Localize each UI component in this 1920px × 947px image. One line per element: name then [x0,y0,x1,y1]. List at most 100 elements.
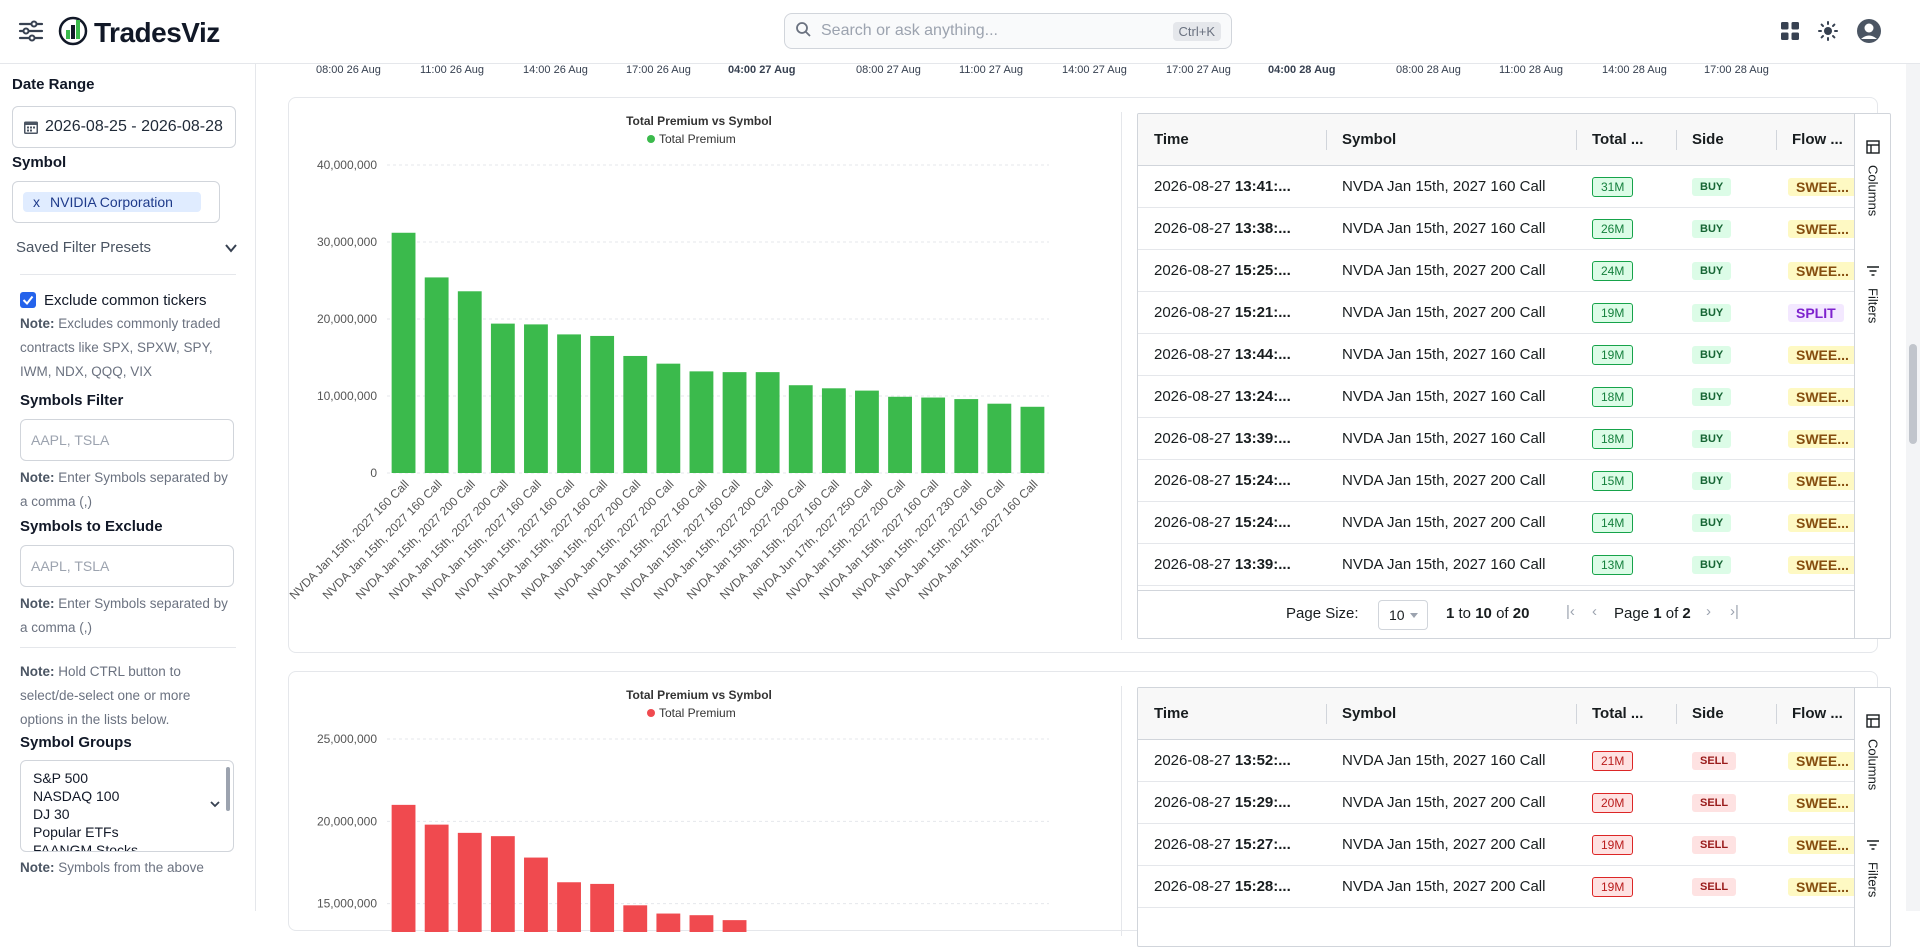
table-row[interactable]: 2026-08-27 13:41:... NVDA Jan 15th, 2027 … [1138,166,1856,208]
bar[interactable] [656,363,681,473]
next-page-icon[interactable]: › [1706,603,1711,620]
bar[interactable] [424,824,449,932]
bar[interactable] [954,399,979,473]
bar[interactable] [590,335,615,473]
bar[interactable] [821,388,846,473]
flow-table-sell: Time Symbol Total ... Side Flow ... 2026… [1137,687,1891,947]
page-size-select[interactable]: 10 [1378,600,1428,630]
table-row[interactable]: 2026-08-27 15:28:... NVDA Jan 15th, 2027 … [1138,866,1856,908]
filters-panel-button[interactable]: Filters [1855,264,1890,323]
bar[interactable] [722,920,747,932]
symbols-filter-label: Symbols Filter [20,392,124,409]
col-header-symbol[interactable]: Symbol [1342,705,1397,722]
prev-page-icon[interactable]: ‹ [1592,603,1597,620]
bar[interactable] [557,334,581,473]
bar[interactable] [1020,406,1045,473]
chip-remove-icon[interactable]: x [33,194,40,210]
table-row[interactable]: 2026-08-27 13:44:... NVDA Jan 15th, 2027 … [1138,334,1856,376]
bar[interactable] [490,836,515,932]
symbols-exclude-input[interactable]: AAPL, TSLA [20,545,234,587]
col-header-side[interactable]: Side [1692,131,1724,148]
date-range-input[interactable]: 2026-08-25 - 2026-08-28 [12,106,236,148]
apps-grid-icon[interactable] [1780,21,1800,46]
table-row[interactable]: 2026-08-27 15:21:... NVDA Jan 15th, 2027 … [1138,292,1854,334]
bar[interactable] [921,397,946,473]
search-box[interactable]: Search or ask anything... Ctrl+K [784,13,1232,49]
col-header-symbol[interactable]: Symbol [1342,131,1397,148]
table-row[interactable]: 2026-08-27 15:29:... NVDA Jan 15th, 2027 … [1138,782,1856,824]
symbol-select[interactable]: x NVIDIA Corporation [12,181,220,223]
flow-badge: SWEE... [1788,262,1856,281]
columns-panel-button[interactable]: Columns [1855,714,1890,791]
symbols-filter-input[interactable]: AAPL, TSLA [20,419,234,461]
list-scrollbar[interactable] [226,767,230,811]
col-header-flow[interactable]: Flow ... [1792,705,1843,722]
table-row[interactable]: 2026-08-27 15:27:... NVDA Jan 15th, 2027 … [1138,824,1856,866]
tool-panel: Columns Filters [1854,688,1890,946]
symbol-group-option[interactable]: S&P 500 [33,770,89,786]
table-row[interactable]: 2026-08-27 13:38:... NVDA Jan 15th, 2027 … [1138,208,1856,250]
chevron-down-icon[interactable] [224,241,238,260]
col-header-time[interactable]: Time [1154,131,1189,148]
bar[interactable] [855,390,879,473]
logo[interactable]: TradesViz [58,14,220,51]
columns-panel-button[interactable]: Columns [1855,140,1890,216]
user-avatar-icon[interactable] [1856,18,1882,49]
symbol-group-option[interactable]: FAANGM Stocks [33,842,139,852]
scroll-thumb[interactable] [1909,344,1917,444]
bar[interactable] [987,403,1012,473]
col-header-total[interactable]: Total ... [1592,705,1644,722]
saved-presets-label[interactable]: Saved Filter Presets [16,239,152,256]
table-row[interactable]: 2026-08-27 13:39:... NVDA Jan 15th, 2027 … [1138,544,1856,586]
bar[interactable] [524,857,548,932]
bar[interactable] [656,913,681,932]
table-row[interactable]: 2026-08-27 13:39:... NVDA Jan 15th, 2027 … [1138,418,1856,460]
symbol-group-option[interactable]: DJ 30 [33,806,70,822]
bar[interactable] [391,232,416,473]
bar[interactable] [457,832,482,932]
bar[interactable] [490,323,515,473]
legend-label[interactable]: Total Premium [659,132,736,146]
first-page-icon[interactable]: |‹ [1566,603,1575,620]
col-header-total[interactable]: Total ... [1592,131,1644,148]
bar[interactable] [788,385,813,473]
divider [20,647,236,648]
table-row[interactable]: 2026-08-27 15:24:... NVDA Jan 15th, 2027 … [1138,502,1856,544]
menu-sliders-icon[interactable] [18,20,44,42]
bar[interactable] [689,915,714,932]
legend-label[interactable]: Total Premium [659,706,736,720]
side-badge: SELL [1692,878,1737,897]
filters-panel-label: Filters [1865,862,1881,898]
bar[interactable] [623,905,648,932]
col-header-flow[interactable]: Flow ... [1792,131,1843,148]
symbol-group-option[interactable]: Popular ETFs [33,824,119,840]
side-badge: SELL [1692,836,1737,855]
columns-panel-label: Columns [1865,739,1881,791]
bar[interactable] [424,277,449,473]
table-row[interactable]: 2026-08-27 13:52:... NVDA Jan 15th, 2027 … [1138,740,1856,782]
table-row[interactable]: 2026-08-27 15:24:... NVDA Jan 15th, 2027 … [1138,460,1856,502]
bar[interactable] [590,883,615,932]
bar[interactable] [391,804,416,932]
table-row[interactable]: 2026-08-27 15:25:... NVDA Jan 15th, 2027 … [1138,250,1856,292]
symbol-groups-list[interactable]: S&P 500 NASDAQ 100 DJ 30 Popular ETFs FA… [20,760,234,852]
theme-sun-icon[interactable] [1818,21,1838,46]
exclude-checkbox[interactable] [20,292,36,308]
bar[interactable] [888,396,912,473]
bar[interactable] [623,355,648,473]
col-header-side[interactable]: Side [1692,705,1724,722]
filters-panel-button[interactable]: Filters [1855,838,1890,898]
y-tick-label: 10,000,000 [317,389,377,403]
table-row[interactable]: 2026-08-27 13:24:... NVDA Jan 15th, 2027 … [1138,376,1856,418]
bar[interactable] [557,882,581,932]
bar[interactable] [524,324,548,473]
bar[interactable] [722,372,747,473]
last-page-icon[interactable]: ›| [1730,603,1739,620]
page-scrollbar[interactable] [1906,64,1920,911]
bar[interactable] [689,371,714,473]
bar[interactable] [457,291,482,473]
cell-side: BUY [1676,502,1776,544]
col-header-time[interactable]: Time [1154,705,1189,722]
bar[interactable] [755,372,780,473]
symbol-group-option[interactable]: NASDAQ 100 [33,788,120,804]
